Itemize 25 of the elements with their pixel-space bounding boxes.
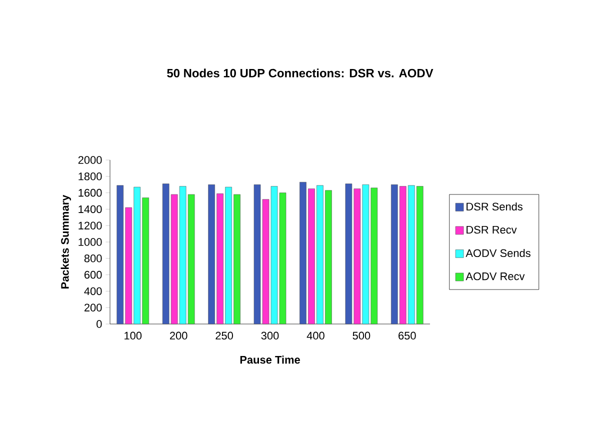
legend-label: AODV Sends — [466, 248, 530, 258]
y-axis-title: Packets Summary — [60, 194, 71, 288]
x-tick-label: 650 — [398, 332, 416, 340]
x-tick-label: 100 — [124, 332, 142, 340]
legend-label: AODV Recv — [466, 272, 525, 280]
x-tick-label: 300 — [261, 332, 279, 340]
x-tick-label: 500 — [352, 332, 370, 340]
chart-title: 50 Nodes 10 UDP Connections: DSR vs. AODV — [167, 68, 434, 78]
x-axis-title: Pause Time — [240, 356, 300, 364]
y-tick-label: 600 — [84, 270, 102, 279]
y-tick-label: 800 — [84, 254, 102, 262]
y-tick-label: 1600 — [78, 188, 102, 197]
y-tick-label: 200 — [84, 304, 102, 312]
x-tick-label: 200 — [170, 332, 188, 340]
y-tick-label: 1800 — [78, 172, 102, 180]
y-tick-label: 2000 — [78, 156, 102, 164]
y-tick-label: 0 — [96, 320, 102, 328]
legend-label: DSR Recv — [466, 226, 517, 234]
y-tick-label: 1400 — [78, 205, 102, 214]
y-tick-label: 1200 — [78, 222, 102, 230]
legend-label: DSR Sends — [466, 202, 523, 210]
y-tick-label: 400 — [84, 287, 102, 296]
x-tick-label: 250 — [216, 332, 233, 340]
y-tick-label: 1000 — [78, 238, 102, 246]
x-tick-label: 400 — [306, 332, 324, 340]
